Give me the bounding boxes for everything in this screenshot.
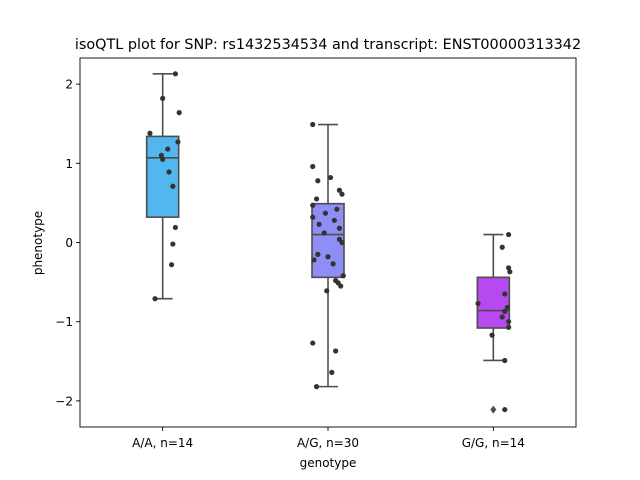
data-point: [166, 169, 172, 175]
data-point: [502, 357, 508, 364]
chart-title: isoQTL plot for SNP: rs1432534534 and tr…: [75, 37, 581, 53]
data-point: [499, 314, 505, 320]
outlier-point: [490, 405, 497, 414]
y-tick-label: −2: [55, 394, 73, 408]
data-point: [172, 71, 178, 77]
box-iqr: [476, 276, 511, 329]
data-point: [315, 178, 321, 184]
box-group-2: [311, 123, 345, 388]
strip-points-1: [147, 71, 182, 302]
data-point: [324, 288, 330, 294]
data-point: [315, 251, 321, 257]
data-point: [165, 146, 171, 152]
data-point: [170, 183, 176, 189]
data-point: [176, 110, 182, 116]
data-point: [505, 319, 512, 325]
data-point: [339, 191, 345, 197]
data-point: [504, 304, 510, 311]
x-tick-label: G/G, n=14: [462, 436, 525, 450]
data-point: [310, 340, 316, 346]
data-point: [502, 291, 508, 297]
data-point: [336, 187, 343, 193]
data-point: [158, 152, 164, 158]
data-point: [340, 273, 346, 279]
data-point: [152, 296, 158, 302]
data-point: [160, 156, 166, 162]
data-point: [313, 384, 320, 390]
y-axis-label: phenotype: [31, 211, 45, 275]
data-point: [502, 406, 508, 413]
data-point: [310, 121, 316, 128]
data-point: [316, 221, 322, 227]
data-point: [327, 174, 334, 181]
y-tick-label: 0: [65, 236, 73, 250]
x-tick-label: A/G, n=30: [297, 436, 359, 450]
data-point: [170, 241, 176, 247]
data-point: [310, 214, 316, 220]
data-point: [507, 269, 513, 275]
data-point: [311, 257, 317, 263]
box-group-3: [476, 233, 511, 414]
data-point: [168, 262, 175, 268]
data-point: [505, 231, 512, 238]
data-point: [160, 95, 166, 101]
data-point: [172, 224, 178, 231]
data-point: [331, 217, 337, 223]
y-tick-label: 1: [65, 157, 73, 171]
data-point: [310, 163, 316, 170]
data-point: [334, 206, 340, 212]
y-tick-label: −1: [55, 315, 73, 329]
data-point: [475, 300, 481, 307]
strip-points-2: [310, 121, 346, 390]
data-point: [489, 332, 495, 338]
data-point: [322, 210, 329, 216]
y-tick-label: 2: [65, 78, 73, 92]
plot-area: [145, 71, 513, 414]
strip-points-3: [475, 231, 513, 413]
box-iqr: [145, 135, 180, 218]
x-axis-label: genotype: [300, 456, 357, 470]
data-point: [502, 308, 508, 314]
data-point: [175, 139, 181, 145]
x-axis-ticks: A/A, n=14 A/G, n=30 G/G, n=14: [132, 427, 525, 450]
data-point: [147, 130, 153, 136]
box-group-1: [145, 73, 180, 300]
data-point: [333, 348, 339, 354]
data-point: [499, 244, 505, 250]
data-point: [313, 196, 320, 202]
data-point: [338, 283, 344, 289]
y-axis-ticks: −2 −1 0 1 2: [55, 78, 80, 408]
data-point: [329, 369, 335, 375]
data-point: [321, 230, 327, 236]
data-point: [336, 225, 343, 231]
x-tick-label: A/A, n=14: [132, 436, 193, 450]
data-point: [310, 202, 316, 208]
data-point: [325, 254, 331, 260]
data-point: [505, 324, 512, 330]
data-point: [339, 239, 345, 246]
data-point: [330, 261, 336, 267]
data-point: [505, 265, 512, 271]
